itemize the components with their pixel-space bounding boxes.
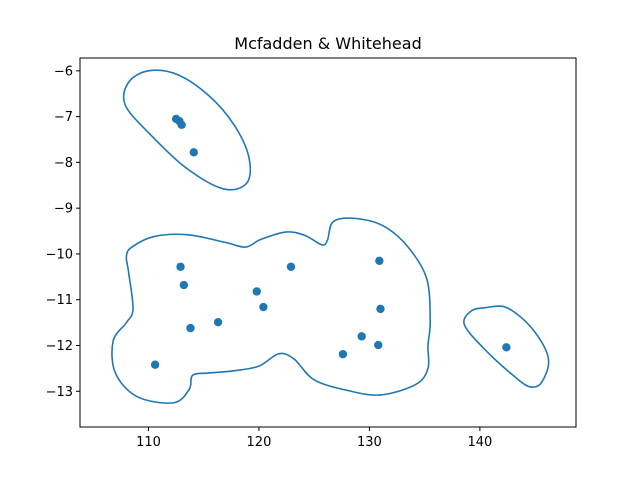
data-point-9 [213, 317, 223, 327]
data-point-3 [177, 120, 186, 130]
data-point-10 [252, 287, 261, 296]
contour-line-3 [463, 305, 550, 388]
y-tick-label: −13 [46, 385, 73, 400]
data-point-18 [502, 343, 511, 352]
plot-area [79, 57, 577, 428]
data-point-6 [176, 262, 185, 271]
data-point-14 [357, 332, 366, 341]
y-tick-label: −8 [54, 156, 73, 171]
contour-line-2 [111, 217, 431, 404]
data-point-11 [259, 302, 268, 312]
x-axis: 110 120 130 140 [136, 427, 492, 450]
y-tick-label: −11 [46, 293, 73, 308]
data-point-13 [338, 350, 348, 359]
data-point-4 [189, 148, 198, 157]
x-tick-label: 140 [467, 435, 492, 450]
y-tick-label: −9 [54, 202, 73, 217]
x-tick-label: 130 [357, 435, 382, 450]
x-tick-label: 110 [136, 435, 161, 450]
contour-line-1 [122, 69, 252, 191]
data-point-12 [286, 262, 296, 271]
x-tick-label: 120 [247, 435, 272, 450]
data-point-7 [179, 280, 189, 290]
axes-frame [79, 57, 577, 428]
contour-group [111, 69, 550, 404]
data-point-5 [150, 360, 160, 369]
data-point-15 [374, 340, 383, 350]
y-tick-label: −7 [54, 110, 73, 125]
points-group [150, 114, 511, 369]
y-tick-label: −12 [46, 339, 73, 354]
data-point-8 [186, 323, 195, 333]
y-axis: −13 −12 −11 −10 −9 −8 −7 −6 [46, 64, 80, 400]
y-tick-label: −6 [54, 64, 73, 79]
chart-title: Mcfadden & Whitehead [234, 34, 421, 53]
y-tick-label: −10 [46, 247, 73, 262]
data-point-17 [376, 304, 385, 314]
data-point-16 [375, 256, 384, 266]
